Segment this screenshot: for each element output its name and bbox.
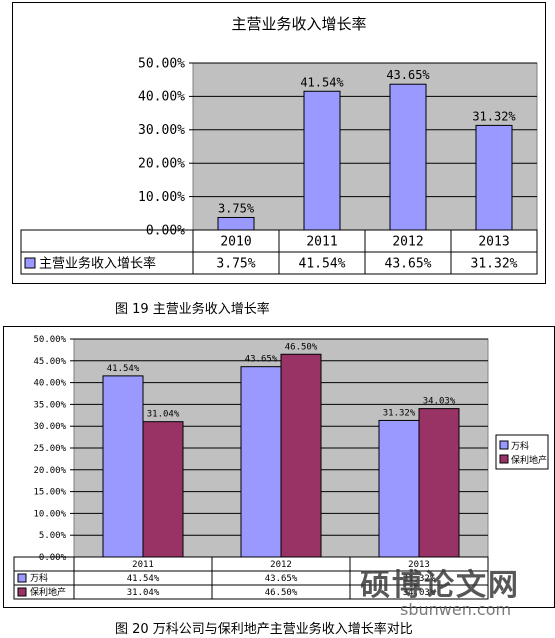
bar [418,408,460,558]
watermark-url: sbunwen.com [400,600,512,619]
series-name: 主营业务收入增长率 [39,255,156,271]
y-tick-label: 40.00% [33,379,66,389]
chart2-frame: 0.00% 5.00% 10.00% 15.00% 20.00% 25.00% 30.00%… [3,326,555,608]
bar [142,421,184,558]
y-tick-label: 50.00% [33,335,66,345]
category-label: 2013 [478,234,509,249]
y-tick-label: 45.00% [33,357,66,367]
data-label: 31.32% [383,408,416,418]
category-label: 2012 [270,560,292,570]
table-value: 46.50% [265,588,298,598]
y-tick-label: 20.00% [138,157,185,172]
data-table [13,556,489,600]
chart1-frame: 主营业务收入增长率 0.00% 10.00% 20.00% 30.00% 40.00% 50… [12,2,546,284]
category-label: 2011 [132,560,154,570]
table-value: 34.03% [403,588,436,598]
y-tick-label: 10.00% [138,190,185,205]
series-name: 保利地产 [30,586,66,598]
y-tick-label: 35.00% [33,400,66,410]
legend-label: 万科 [511,440,529,452]
category-label: 2012 [392,234,423,249]
watermark-logo: 硕博论文网 [360,568,520,603]
table-value: 31.04% [127,588,160,598]
data-label: 31.04% [147,410,180,420]
y-tick-label: 20.00% [33,466,66,476]
chart1-svg: 主营业务收入增长率 0.00% 10.00% 20.00% 30.00% 40.00% 50… [20,15,538,275]
bar [102,375,144,558]
figure-20-caption: 图 20 万科公司与保利地产主营业务收入增长率对比 [115,622,413,637]
bar [303,90,341,231]
table-value: 31.32% [471,256,518,271]
y-tick-label: 15.00% [33,488,66,498]
chart2-svg: 0.00% 5.00% 10.00% 15.00% 20.00% 25.00% 30.00%… [13,335,549,600]
y-tick-label: 40.00% [138,90,185,105]
series-name: 万科 [30,572,48,584]
table-value: 43.65% [385,256,432,271]
category-label: 2013 [408,560,430,570]
bar [280,353,322,558]
table-value: 3.75% [216,256,255,271]
bar [217,216,255,231]
data-label: 46.50% [285,342,318,352]
bar [240,366,282,558]
legend-key [24,257,36,269]
y-tick-label: 10.00% [33,509,66,519]
legend-label: 保利地产 [511,454,547,466]
bar [378,419,420,558]
legend-key [17,587,27,597]
y-tick-label: 25.00% [33,444,66,454]
bar [475,124,513,231]
data-label: 43.65% [245,355,278,365]
data-label: 31.32% [472,109,516,123]
data-label: 34.03% [423,397,456,407]
chart-title: 主营业务收入增长率 [231,15,366,33]
category-label: 2010 [220,234,251,249]
table-value: 41.54% [299,256,346,271]
y-tick-label: 30.00% [138,123,185,138]
table-value: 31.32% [403,574,436,584]
y-tick-label: 30.00% [33,422,66,432]
legend-key [499,440,509,450]
table-value: 41.54% [127,574,160,584]
table-value: 43.65% [265,574,298,584]
data-label: 43.65% [386,68,430,82]
y-tick-label: 0.00% [146,223,185,238]
data-label: 41.54% [300,75,344,89]
data-label: 41.54% [107,364,140,374]
legend-key [499,454,509,464]
y-tick-label: 0.00% [39,553,67,563]
figure-19-caption: 图 19 主营业务收入增长率 [115,302,270,317]
y-tick-label: 5.00% [39,531,67,541]
legend-key [17,573,27,583]
category-label: 2011 [306,234,337,249]
bar [389,83,427,231]
y-tick-label: 50.00% [138,56,185,71]
data-label: 3.75% [218,201,255,215]
